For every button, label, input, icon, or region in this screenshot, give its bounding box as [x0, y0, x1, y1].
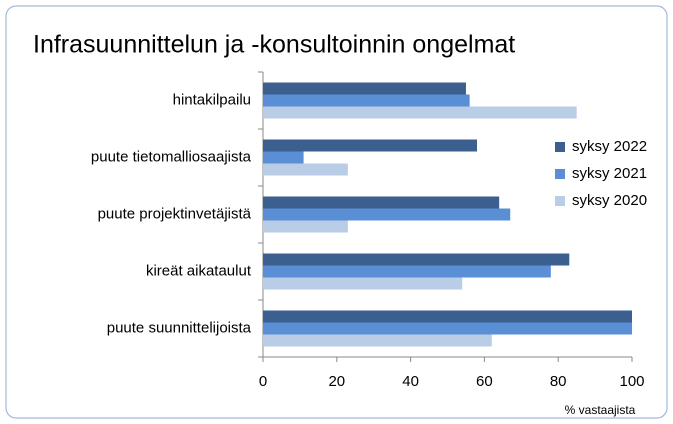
bar	[263, 82, 466, 95]
bar	[263, 253, 570, 266]
bar	[263, 106, 577, 119]
x-tick-label: 60	[476, 373, 493, 390]
bar	[263, 277, 463, 290]
bar	[263, 334, 492, 347]
legend-swatch	[555, 142, 565, 152]
bar	[263, 163, 348, 176]
bar	[263, 151, 304, 164]
x-axis-label: % vastaajista	[565, 403, 636, 417]
x-tick-label: 0	[259, 373, 267, 390]
x-tick-label: 40	[402, 373, 419, 390]
y-tick-label: puute projektinvetäjistä	[98, 205, 252, 222]
bar	[263, 139, 478, 152]
x-tick-label: 20	[328, 373, 345, 390]
legend-swatch	[555, 196, 565, 206]
legend-label: syksy 2022	[572, 138, 647, 155]
legend-swatch	[555, 169, 565, 179]
bar	[263, 220, 348, 233]
legend-label: syksy 2020	[572, 192, 647, 209]
bar	[263, 265, 551, 278]
bar	[263, 208, 511, 221]
bar	[263, 310, 632, 323]
y-tick-label: kireät aikataulut	[146, 262, 252, 279]
x-tick-label: 100	[619, 373, 644, 390]
chart-title: Infrasuunnittelun ja -konsultoinnin onge…	[33, 31, 515, 59]
y-tick-label: puute suunnittelijoista	[107, 319, 252, 336]
bar	[263, 94, 470, 107]
bar	[263, 322, 632, 335]
y-tick-label: hintakilpailu	[173, 91, 251, 108]
bar	[263, 196, 500, 209]
legend-label: syksy 2021	[572, 165, 647, 182]
x-tick-label: 80	[550, 373, 567, 390]
y-tick-label: puute tietomalliosaajista	[91, 148, 252, 165]
